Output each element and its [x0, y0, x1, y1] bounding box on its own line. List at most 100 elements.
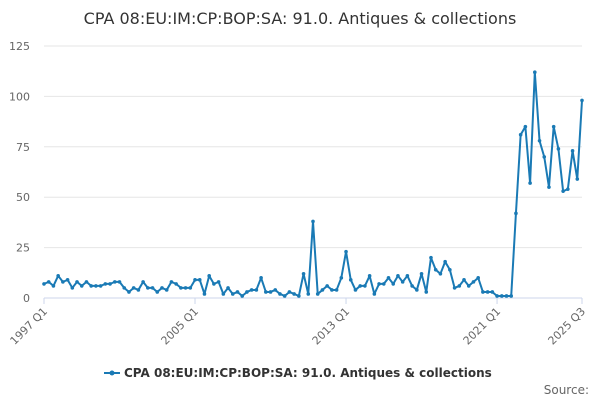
data-point[interactable] [268, 290, 273, 294]
data-point[interactable] [542, 155, 547, 159]
data-point[interactable] [561, 189, 565, 193]
data-point[interactable] [306, 292, 311, 296]
data-point[interactable] [169, 280, 174, 284]
data-point[interactable] [235, 290, 240, 294]
data-point[interactable] [509, 294, 514, 298]
data-point[interactable] [448, 267, 452, 272]
data-point[interactable] [197, 278, 202, 282]
data-point[interactable] [528, 181, 532, 185]
data-point[interactable] [51, 284, 56, 288]
data-point[interactable] [183, 286, 188, 290]
data-point[interactable] [443, 259, 447, 264]
data-point[interactable] [212, 282, 216, 286]
series-line[interactable] [43, 71, 583, 297]
data-point[interactable] [462, 278, 466, 282]
data-point[interactable] [344, 249, 348, 254]
data-point[interactable] [136, 288, 141, 292]
data-point[interactable] [273, 288, 278, 292]
data-point[interactable] [61, 280, 65, 284]
data-point[interactable] [334, 288, 339, 292]
data-point[interactable] [249, 288, 254, 292]
data-point[interactable] [419, 272, 424, 276]
data-point[interactable] [282, 294, 287, 298]
data-point[interactable] [518, 132, 523, 137]
data-point[interactable] [292, 292, 296, 296]
data-point[interactable] [193, 278, 197, 282]
data-point[interactable] [429, 255, 433, 260]
data-point[interactable] [174, 282, 178, 286]
data-point[interactable] [330, 288, 334, 292]
data-point[interactable] [226, 286, 230, 290]
data-point[interactable] [367, 274, 372, 278]
data-point[interactable] [155, 290, 160, 294]
data-point[interactable] [523, 124, 528, 129]
data-point[interactable] [315, 292, 320, 296]
data-point[interactable] [179, 286, 183, 290]
data-point[interactable] [533, 70, 537, 75]
data-point[interactable] [264, 290, 268, 294]
data-point[interactable] [254, 288, 259, 292]
data-point[interactable] [325, 284, 329, 288]
data-point[interactable] [551, 124, 556, 129]
data-point[interactable] [42, 282, 46, 286]
data-point[interactable] [339, 276, 344, 280]
data-point[interactable] [377, 282, 381, 286]
data-point[interactable] [556, 147, 561, 151]
data-point[interactable] [117, 280, 122, 284]
data-point[interactable] [363, 284, 367, 288]
data-point[interactable] [278, 292, 282, 296]
data-point[interactable] [471, 280, 476, 284]
data-point[interactable] [141, 280, 145, 284]
data-point[interactable] [452, 286, 457, 290]
data-point[interactable] [94, 284, 98, 288]
data-point[interactable] [415, 288, 419, 292]
data-point[interactable] [112, 280, 117, 284]
data-point[interactable] [575, 177, 580, 181]
data-point[interactable] [476, 276, 480, 280]
data-point[interactable] [466, 284, 471, 288]
data-point[interactable] [424, 290, 429, 294]
data-point[interactable] [537, 138, 542, 143]
data-point[interactable] [230, 292, 235, 296]
data-point[interactable] [499, 294, 504, 298]
data-point[interactable] [353, 288, 358, 292]
data-point[interactable] [164, 288, 169, 292]
data-point[interactable] [566, 187, 570, 191]
data-point[interactable] [405, 274, 410, 278]
data-point[interactable] [221, 292, 226, 296]
data-point[interactable] [259, 276, 263, 280]
data-point[interactable] [514, 211, 518, 216]
legend[interactable]: CPA 08:EU:IM:CP:BOP:SA: 91.0. Antiques &… [104, 366, 492, 380]
data-point[interactable] [381, 282, 386, 286]
data-point[interactable] [400, 280, 405, 284]
data-point[interactable] [131, 286, 136, 290]
data-point[interactable] [122, 286, 127, 290]
data-point[interactable] [202, 292, 207, 296]
data-point[interactable] [98, 284, 103, 288]
data-point[interactable] [490, 290, 495, 294]
data-point[interactable] [495, 294, 499, 298]
data-point[interactable] [301, 272, 306, 276]
data-point[interactable] [84, 280, 89, 284]
data-point[interactable] [457, 284, 462, 288]
data-point[interactable] [433, 267, 438, 272]
data-point[interactable] [240, 294, 245, 298]
data-point[interactable] [75, 280, 79, 284]
data-point[interactable] [372, 292, 377, 296]
data-point[interactable] [438, 272, 443, 276]
data-point[interactable] [580, 98, 584, 103]
data-point[interactable] [386, 276, 391, 280]
data-point[interactable] [297, 294, 301, 298]
data-point[interactable] [79, 284, 84, 288]
data-point[interactable] [46, 280, 51, 284]
data-point[interactable] [103, 282, 108, 286]
data-point[interactable] [391, 282, 396, 286]
data-point[interactable] [570, 149, 575, 153]
data-point[interactable] [65, 278, 70, 282]
data-point[interactable] [89, 284, 93, 288]
data-point[interactable] [127, 290, 131, 294]
data-point[interactable] [216, 280, 221, 284]
data-point[interactable] [188, 286, 193, 290]
data-point[interactable] [320, 288, 325, 292]
data-point[interactable] [150, 286, 155, 290]
